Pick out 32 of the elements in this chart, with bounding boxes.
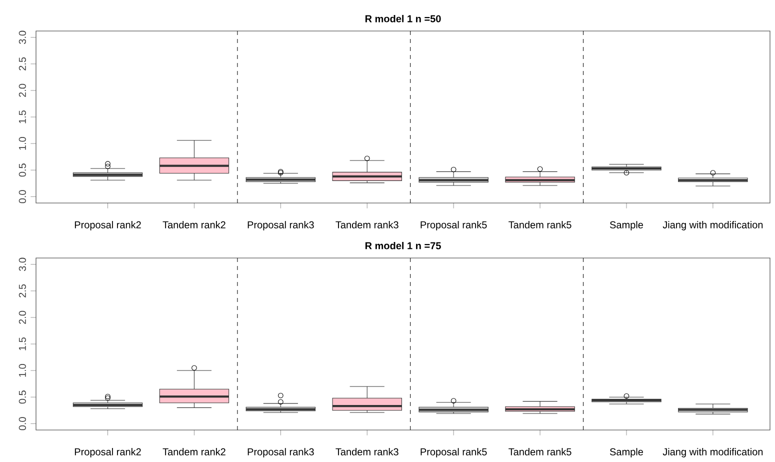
y-tick-label: 3.0 <box>18 258 26 272</box>
y-tick-label: 2.0 <box>18 84 26 97</box>
x-tick-label: Tandem rank5 <box>508 221 572 228</box>
x-tick-label: Jiang with modification <box>662 221 763 230</box>
x-tick-label: Proposal rank3 <box>248 448 314 458</box>
x-tick-label: Tandem rank2 <box>162 448 226 456</box>
y-tick-label: 1.5 <box>18 110 26 124</box>
x-tick-label: Proposal rank2 <box>74 221 141 230</box>
x-tick-label: Sample <box>610 221 643 230</box>
x-tick-label: Sample <box>610 448 643 458</box>
x-tick-label: Tandem rank3 <box>336 448 398 456</box>
x-tick-label: Proposal rank5 <box>420 221 487 230</box>
x-tick-label: Proposal rank5 <box>420 448 487 458</box>
y-tick-label: 3.0 <box>18 30 26 44</box>
y-tick-label: 0.5 <box>18 164 26 177</box>
y-tick-label: 1.0 <box>18 137 26 150</box>
x-tick-label: Proposal rank2 <box>74 448 141 458</box>
x-tick-label: Proposal rank3 <box>248 221 314 230</box>
chart-title: R model 1 n =75 <box>365 242 441 250</box>
y-tick-label: 2.0 <box>18 310 26 324</box>
y-tick-label: 0.0 <box>18 417 26 430</box>
y-tick-label: 1.5 <box>18 338 26 350</box>
x-tick-label: Tandem rank2 <box>162 221 226 228</box>
x-tick-label: Tandem rank3 <box>336 221 398 228</box>
y-tick-label: 1.0 <box>18 364 26 377</box>
chart-title: R model 1 n =50 <box>365 15 441 22</box>
y-tick-label: 2.5 <box>18 57 26 70</box>
y-tick-label: 2.5 <box>18 284 26 298</box>
x-tick-label: Jiang with modification <box>662 448 763 458</box>
y-tick-label: 0.0 <box>18 190 26 204</box>
x-tick-label: Tandem rank5 <box>508 448 572 456</box>
y-tick-label: 0.5 <box>18 390 26 404</box>
